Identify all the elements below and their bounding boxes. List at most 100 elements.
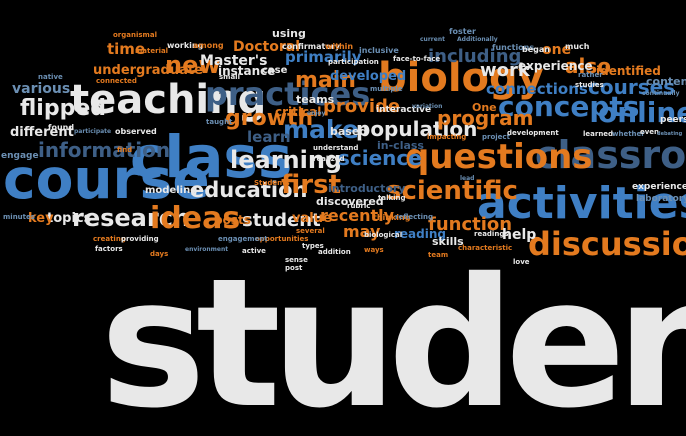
word-among: among [193,41,224,50]
word-minutes: minutes [3,213,35,221]
word-impacting: impacting [427,133,467,141]
word-small: small [219,73,240,81]
word-students-small: Students [254,179,290,187]
word-whether: whether [612,130,645,138]
word-student: student [242,210,321,231]
word-taught: taught [206,118,233,126]
word-function: function [428,214,513,235]
word-additionally: Additionally [457,36,498,43]
word-research: research [72,204,191,232]
word-instance: instance [218,64,276,78]
word-different: different [10,125,74,140]
word-debating: debating [657,131,683,137]
word-native: native [38,73,63,81]
word-ways: ways [364,246,384,254]
word-first: first [281,170,341,200]
word-participate: participate [74,128,112,135]
word-understand: understand [313,144,359,152]
word-enjoy: enjoy [307,110,326,117]
word-new: new [165,51,221,79]
word-days: days [150,250,169,258]
word-opportunities: opportunities [255,235,309,243]
word-various: various [12,81,71,97]
word-recently: recently [320,206,395,225]
word-classroom: classroom [535,133,686,177]
word-within: within [325,42,354,51]
word-critical: critical [275,105,322,119]
word-practices: practices [205,75,371,113]
word-biological: biological [364,231,403,239]
word-project: project [482,133,510,141]
word-connections: connections [486,80,588,98]
word-identified: identified [596,64,661,78]
word-program: program [437,106,534,130]
word-information: information [38,138,171,162]
word-readings: readings [474,230,509,238]
word-education: education [190,178,308,202]
word-experiences: experiences [632,182,686,192]
word-learn: learn [247,128,291,146]
word-learning: learning [230,146,343,174]
word-case: case [262,65,288,76]
word-factors: factors [95,245,123,253]
word-scientific: scientific [386,176,518,206]
word-environment: environment [185,246,229,253]
word-thinking: thinking [373,213,411,222]
word-discovered: discovered [316,195,384,208]
word-one: one [542,42,572,58]
word-observed: observed [115,127,157,136]
word-several: several [296,227,325,235]
word-current: current [420,36,445,43]
word-love: love [513,258,530,266]
word-content: content [646,75,686,88]
word-material: material [135,47,169,55]
word-sense: sense [285,256,308,264]
word-organismal: organismal [113,31,157,39]
word-peers: peers [660,115,686,125]
word-questions: questions [405,137,593,177]
word-studies: studies [575,81,604,89]
word-in-class: in-class [377,139,424,152]
word-variation: variation [412,103,443,110]
word-posts: posts [214,213,251,227]
word-doctoral: Doctoral [233,39,300,55]
word-masters: Master's [200,53,268,69]
word-introductory: introductory [328,182,406,195]
word-development: development [507,129,559,137]
word-participation: participation [328,58,379,66]
word-interactive: interactive [376,105,432,115]
word-talking: talking [378,194,406,202]
word-laboratory: laboratory [636,194,686,204]
word-reflecting: reflecting [395,213,434,221]
word-time: time [107,40,146,58]
word-find: find [117,146,133,154]
word-also: also [565,54,611,78]
word-one-cap: One [472,101,497,114]
word-provide: provide [323,96,401,117]
word-confirmatory: confirmatory [282,42,341,51]
word-flipped: flipped [20,96,107,121]
word-developed: developed [330,69,407,84]
word-concepts: concepts [498,90,640,123]
word-types: types [302,242,324,250]
word-much: much [565,42,590,51]
word-discussion: discussion [528,225,686,263]
word-online: online [598,96,686,129]
word-work: work [480,60,530,81]
word-skills: skills [432,235,464,248]
word-foster: foster [449,27,476,36]
word-teaching: teaching [70,77,267,123]
word-course: course [3,147,210,211]
word-activities: activities [477,178,686,229]
word-make: make [283,115,359,144]
word-engagement: engagement [218,235,268,243]
word-ideas: ideas [150,201,241,236]
word-undergraduate: undergraduate [93,63,203,78]
word-primarily: primarily [285,48,362,66]
word-teams: teams [296,93,335,106]
word-team: team [428,251,449,259]
word-began: began [522,45,550,54]
word-main: main [295,68,356,93]
word-modeling: modeling [145,185,198,196]
